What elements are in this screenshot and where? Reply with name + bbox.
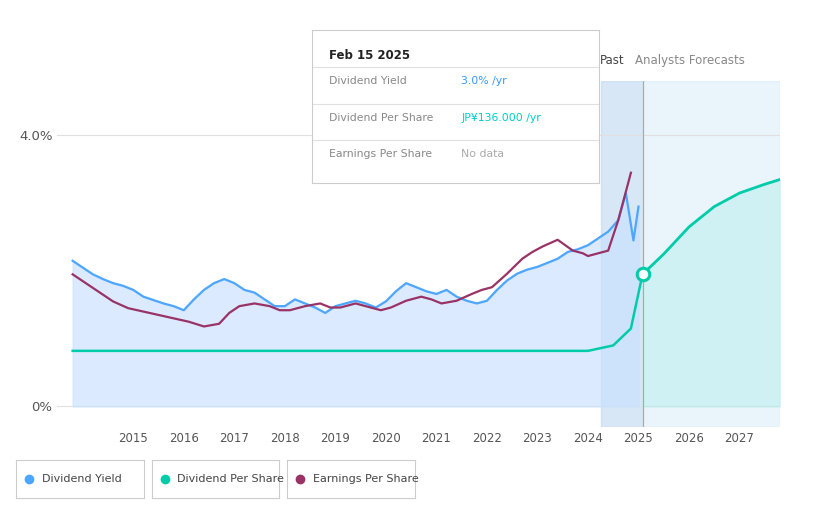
Text: Dividend Per Share: Dividend Per Share (329, 113, 433, 123)
Bar (601, 81, 643, 427)
Text: 3.0% /yr: 3.0% /yr (461, 76, 507, 86)
Text: Dividend Per Share: Dividend Per Share (177, 474, 284, 484)
Text: Dividend Yield: Dividend Yield (42, 474, 122, 484)
Text: No data: No data (461, 149, 504, 160)
Text: Feb 15 2025: Feb 15 2025 (329, 49, 410, 62)
Text: Earnings Per Share: Earnings Per Share (329, 149, 433, 160)
Text: Earnings Per Share: Earnings Per Share (313, 474, 419, 484)
Text: JP¥136.000 /yr: JP¥136.000 /yr (461, 113, 541, 123)
Bar (643, 81, 780, 427)
Text: Past: Past (600, 54, 625, 68)
Text: Dividend Yield: Dividend Yield (329, 76, 407, 86)
Text: Analysts Forecasts: Analysts Forecasts (635, 54, 745, 68)
